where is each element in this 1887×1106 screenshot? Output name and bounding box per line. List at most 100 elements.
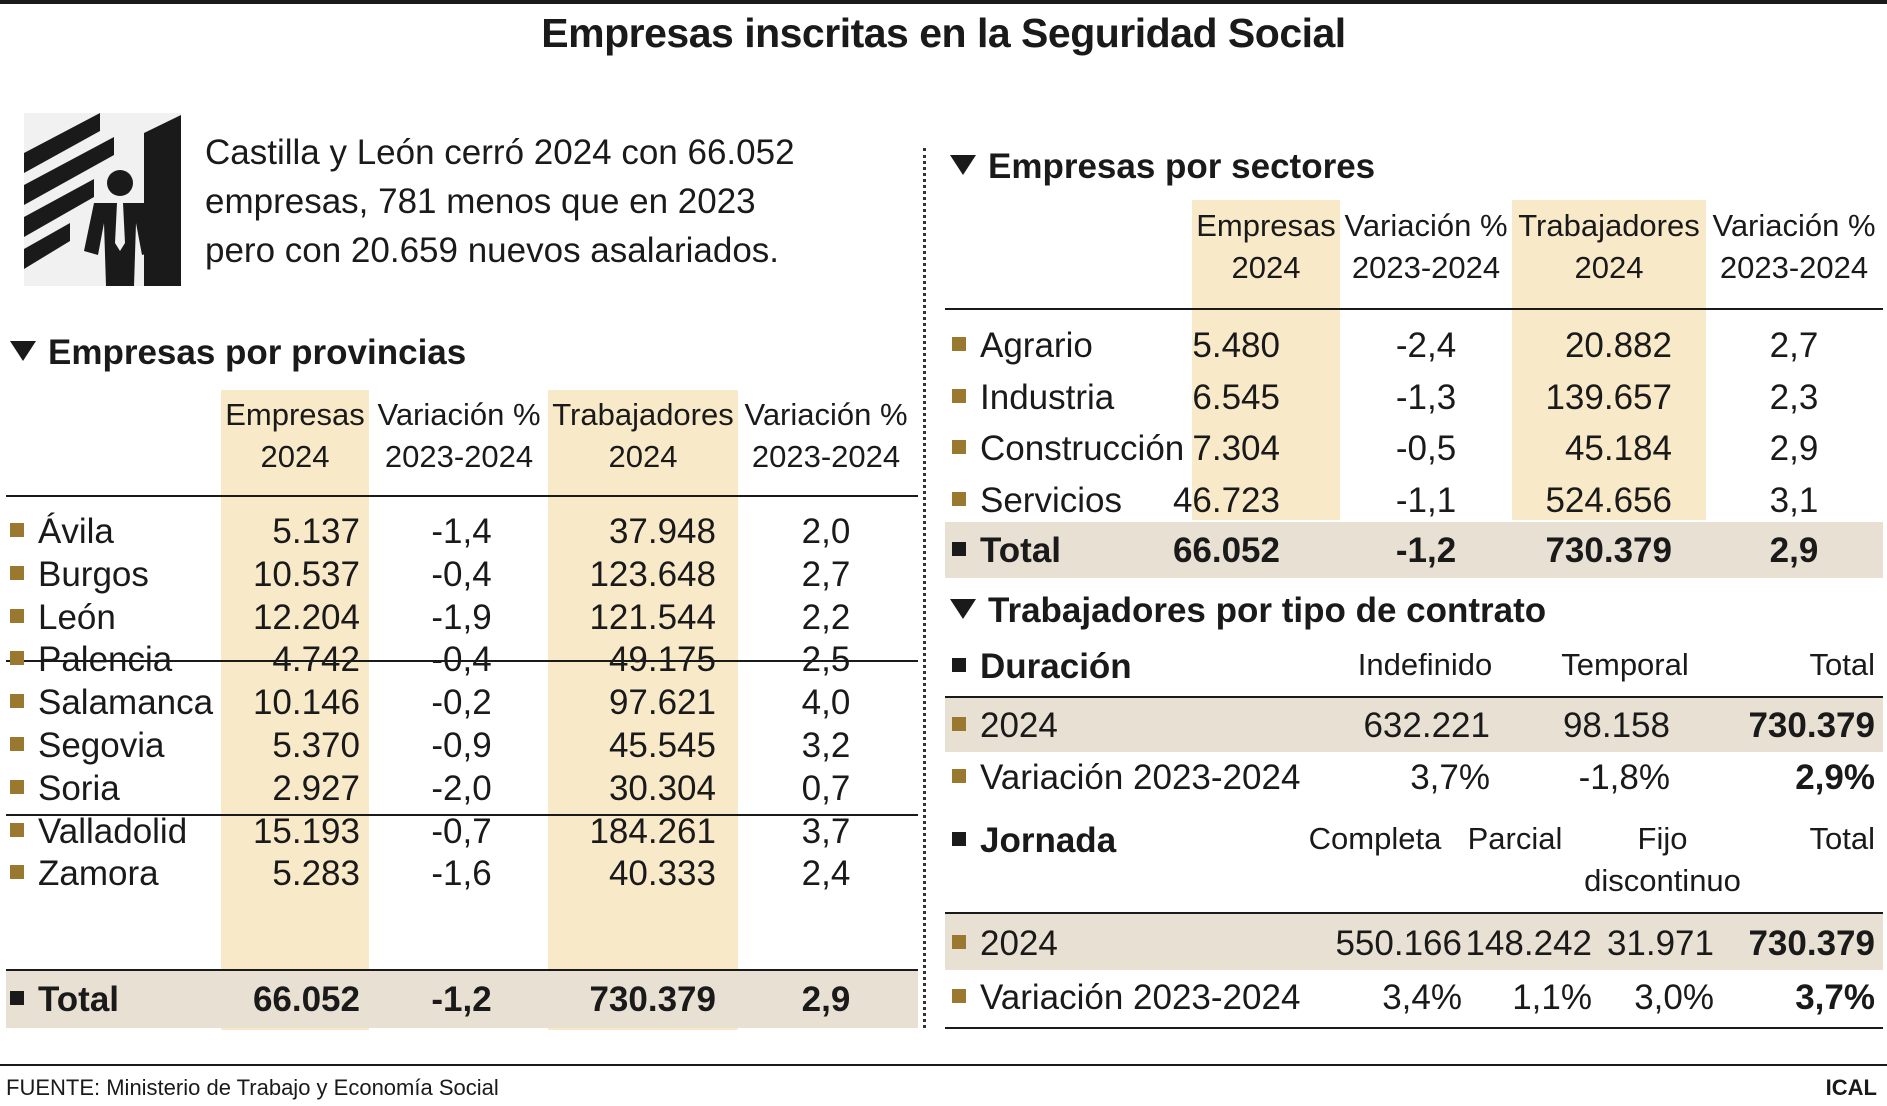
sectores-heading-text: Empresas por sectores xyxy=(988,147,1376,186)
jor-header-rule xyxy=(945,912,1883,914)
prov-group-rule-2 xyxy=(6,814,918,816)
top-rule xyxy=(0,0,1887,4)
provincias-heading-text: Empresas por provincias xyxy=(48,333,467,372)
triangle-down-icon xyxy=(10,341,36,361)
row-label: Palencia xyxy=(10,634,172,685)
cell-emp: 46.723 xyxy=(1172,480,1280,520)
cell-emp: 12.204 xyxy=(252,597,360,637)
row-name: Valladolid xyxy=(38,811,188,851)
bullet-icon xyxy=(10,651,24,666)
jor-col-header-line: Fijo xyxy=(1637,821,1688,856)
cell-trab: 730.379 xyxy=(589,980,716,1019)
row-name: 2024 xyxy=(980,706,1058,745)
dur-col-header: Temporal xyxy=(1561,647,1689,682)
jornada-label-text: Jornada xyxy=(980,821,1117,860)
cell-var_emp: -1,2 xyxy=(1395,531,1457,570)
row-label: Valladolid xyxy=(10,806,187,857)
cell-var_emp: -2,4 xyxy=(1395,326,1457,365)
prov-group-rule-1 xyxy=(6,660,918,662)
cell-var_emp: -0,4 xyxy=(431,640,492,680)
table-row: Segovia 5.370 -0,9 45.545 3,2 xyxy=(10,720,915,771)
bullet-icon xyxy=(10,822,24,837)
table-row: Servicios 46.723 -1,1 524.656 3,1 xyxy=(952,475,1882,526)
row-name: Salamanca xyxy=(38,683,214,723)
cell-emp: 5.480 xyxy=(1192,326,1280,365)
prov-col-header-var-emp: Variación % 2023-2024 xyxy=(374,394,544,478)
column-divider xyxy=(923,148,926,1028)
row-name: Construcción xyxy=(980,429,1185,468)
cell-value: -1,8% xyxy=(1578,758,1670,797)
sect-col-header-var-emp: Variación % 2023-2024 xyxy=(1342,205,1510,289)
dur-2024-band xyxy=(945,698,1883,752)
cell-var_trab: 2,9 xyxy=(1769,531,1819,570)
cell-value: 632.221 xyxy=(1363,706,1490,745)
prov-col-header-trabajadores: Trabajadores 2024 xyxy=(548,394,738,478)
bullet-icon xyxy=(952,440,966,454)
cell-var_emp: -0,9 xyxy=(431,726,492,765)
bullet-icon xyxy=(10,991,24,1005)
table-row: 2024 632.221 98.158 730.379 xyxy=(952,700,1882,751)
cell-var_emp: -1,4 xyxy=(431,512,492,551)
table-row: Agrario 5.480 -2,4 20.882 2,7 xyxy=(952,320,1882,371)
cell-emp: 10.537 xyxy=(252,554,360,594)
cell-value: 2,9% xyxy=(1795,758,1875,797)
cell-var_emp: -1,3 xyxy=(1395,377,1457,417)
cell-var_trab: 2,3 xyxy=(1769,377,1819,417)
row-label: Total xyxy=(10,974,119,1025)
cell-value: 31.971 xyxy=(1606,924,1714,963)
cell-var_trab: 3,7 xyxy=(801,811,851,851)
cell-var_emp: -0,7 xyxy=(431,811,492,851)
cell-var_trab: 0,7 xyxy=(801,768,851,808)
row-name: León xyxy=(38,597,116,637)
provincias-heading: Empresas por provincias xyxy=(10,333,466,373)
cell-trab: 49.175 xyxy=(608,640,716,680)
highlight-column-trabajadores xyxy=(1512,200,1706,520)
jor-col-header: Completa xyxy=(1308,821,1442,856)
cell-var_trab: 2,7 xyxy=(801,554,851,594)
bullet-icon xyxy=(952,658,966,672)
credit-label: ICAL xyxy=(1825,1075,1877,1100)
cell-var_emp: -1,2 xyxy=(431,980,492,1019)
table-row: 2024 550.166 148.242 31.971 730.379 xyxy=(952,918,1882,969)
sect-col-header-line: 2024 xyxy=(1231,250,1301,285)
intro-text: Castilla y León cerró 2024 con 66.052 em… xyxy=(205,128,805,275)
cell-emp: 10.146 xyxy=(252,683,360,723)
table-row: Ávila 5.137 -1,4 37.948 2,0 xyxy=(10,506,915,557)
prov-col-header-empresas: Empresas 2024 xyxy=(221,394,369,478)
table-row: Variación 2023-2024 3,4% 1,1% 3,0% 3,7% xyxy=(952,972,1882,1023)
cell-var_emp: -2,0 xyxy=(431,768,492,808)
contrato-heading: Trabajadores por tipo de contrato xyxy=(950,591,1546,631)
dur-col-header: Indefinido xyxy=(1357,647,1493,682)
row-name: Servicios xyxy=(980,480,1122,520)
highlight-column-empresas xyxy=(1192,200,1340,520)
triangle-down-icon xyxy=(950,599,976,619)
row-name: Total xyxy=(38,980,120,1019)
page-title: Empresas inscritas en la Seguridad Socia… xyxy=(541,10,1346,56)
cell-var_trab: 2,0 xyxy=(801,512,851,551)
cell-var_trab: 2,9 xyxy=(1769,429,1819,468)
jor-col-header-fijo: Fijo discontinuo xyxy=(1580,818,1745,902)
row-label: Burgos xyxy=(10,549,149,600)
cell-var_trab: 3,1 xyxy=(1769,480,1819,520)
table-row: Variación 2023-2024 3,7% -1,8% 2,9% xyxy=(952,752,1882,803)
cell-emp: 66.052 xyxy=(252,980,360,1019)
cell-trab: 30.304 xyxy=(608,768,716,808)
cell-value: 148.242 xyxy=(1465,924,1592,963)
cell-emp: 4.742 xyxy=(272,640,360,680)
cell-emp: 6.545 xyxy=(1192,377,1280,417)
row-name: Ávila xyxy=(38,512,114,551)
cell-var_emp: -1,9 xyxy=(431,597,492,637)
cell-var_trab: 4,0 xyxy=(801,683,851,723)
bullet-icon xyxy=(10,608,24,623)
sect-col-header-line: 2023-2024 xyxy=(1351,250,1501,285)
intro-line-1: Castilla y León cerró 2024 con 66.052 xyxy=(205,133,795,172)
prov-col-header-line: Variación % xyxy=(744,397,908,432)
cell-trab: 139.657 xyxy=(1545,377,1672,417)
cell-value: 3,7% xyxy=(1410,758,1490,797)
cell-emp: 66.052 xyxy=(1172,531,1280,570)
row-name: Variación 2023-2024 xyxy=(980,758,1301,797)
prov-col-header-line: Trabajadores xyxy=(552,397,734,432)
sect-col-header-var-trab: Variación % 2023-2024 xyxy=(1708,205,1880,289)
cell-emp: 15.193 xyxy=(252,811,360,851)
row-label: Zamora xyxy=(10,848,159,899)
